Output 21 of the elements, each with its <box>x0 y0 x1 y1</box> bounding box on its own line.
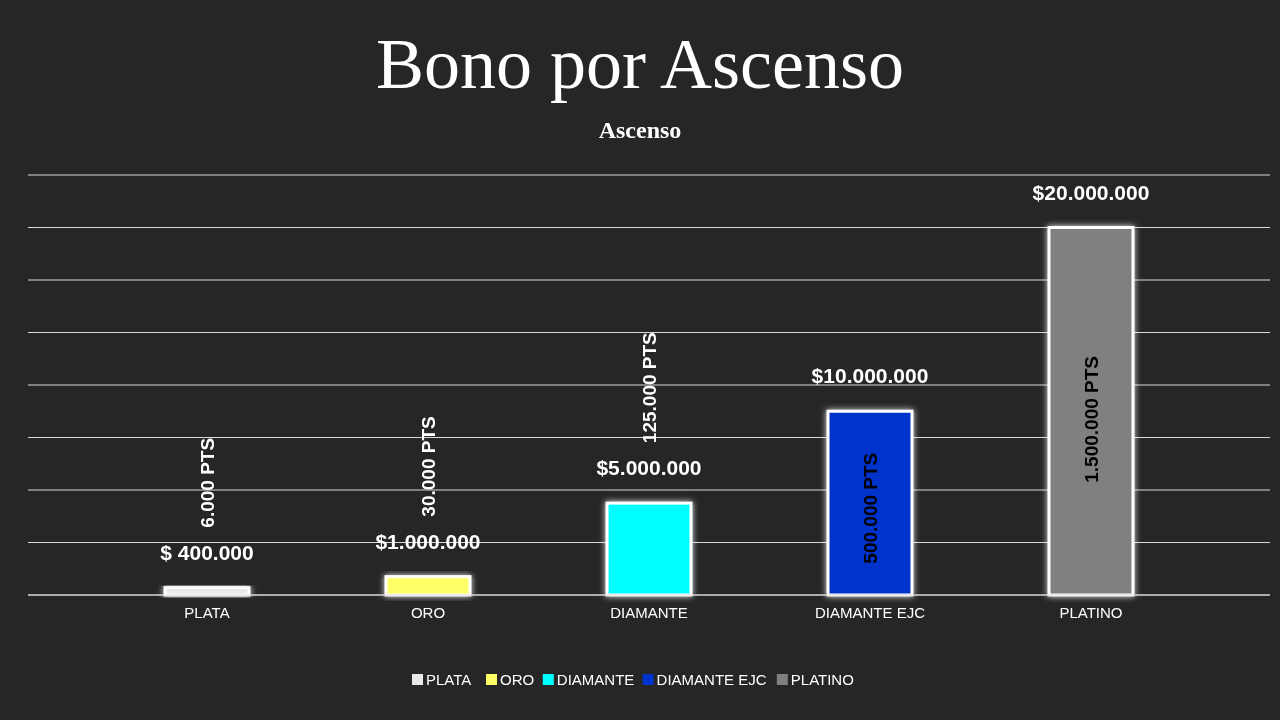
annotation: 500.000 PTS <box>860 452 881 564</box>
category-label: PLATINO <box>790 671 854 688</box>
annotation: 6.000 PTS <box>197 437 219 528</box>
data-label: $20.000.000 <box>1032 180 1150 204</box>
annotation: 1.500.000 PTS <box>1080 355 1102 483</box>
x-tick-label: DIAMANTE <box>610 604 688 621</box>
chart-title: Bono por Ascenso <box>376 24 904 104</box>
annotation: 30.000 PTS <box>418 416 439 517</box>
category-label: DIAMANTE EJC <box>656 671 767 688</box>
data-label: $10.000.000 <box>811 364 929 388</box>
annotation: 125.000 PTS <box>639 332 660 444</box>
data-label: $5.000.000 <box>596 456 702 480</box>
x-tick-label: PLATINO <box>1059 604 1123 621</box>
x-tick-label: DIAMANTE EJC <box>814 604 926 621</box>
data-label: $ 400.000 <box>160 540 254 564</box>
category-label: PLATA <box>426 671 472 688</box>
x-tick-label: ORO <box>410 604 446 621</box>
category-label: ORO <box>500 671 535 688</box>
chart-subtitle: Ascenso <box>598 117 682 143</box>
category-label: DIAMANTE <box>556 671 635 688</box>
x-tick-label: PLATA <box>184 604 230 621</box>
